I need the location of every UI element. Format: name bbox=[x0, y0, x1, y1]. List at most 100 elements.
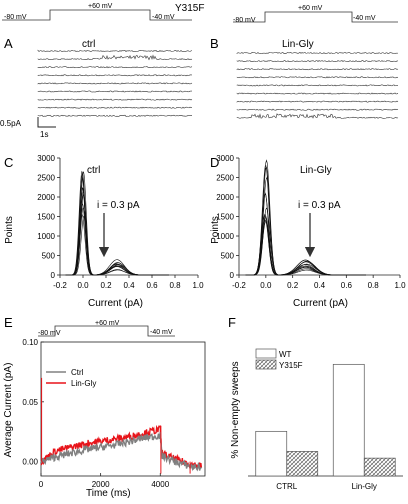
panel-e-ylabel: Average Current (pA) bbox=[3, 363, 14, 458]
protocol-diagram-e: -80 mV +60 mV -40 mV bbox=[38, 320, 175, 337]
legend-swatch bbox=[255, 359, 277, 370]
protocol-v3-label-b: -40 mV bbox=[353, 15, 376, 22]
sweep-trace bbox=[236, 108, 399, 111]
sweep-trace bbox=[37, 66, 193, 69]
panel-a-scale-bar: 0.5pA 1s bbox=[0, 117, 56, 139]
panel-e-chart: 0.00 0.05 0.10 0 2000 4000 Ctrl Lin-Gly bbox=[22, 338, 206, 489]
protocol-e-v3-label: -40 mV bbox=[150, 329, 173, 336]
x-tick-label: 0.8 bbox=[368, 281, 380, 290]
protocol-diagram-right: -80 mV +60 mV -40 mV bbox=[233, 5, 398, 24]
x-tick-label: 0.4 bbox=[314, 281, 326, 290]
panel-label-c: C bbox=[4, 155, 13, 170]
y-tick-label: 500 bbox=[221, 252, 235, 261]
x-tick-label: 0.0 bbox=[77, 281, 89, 290]
histogram-curve bbox=[245, 167, 366, 276]
figure-title: Y315F bbox=[175, 3, 204, 14]
protocol-v1-label: -80 mV bbox=[4, 14, 27, 21]
panel-b-sweeps bbox=[236, 52, 399, 119]
category-label: CTRL bbox=[276, 482, 297, 491]
sweep-trace bbox=[236, 68, 399, 71]
sweep-trace bbox=[37, 98, 193, 101]
sweep-trace bbox=[37, 54, 193, 61]
y-tick-label: 500 bbox=[42, 252, 56, 261]
legend-label: Ctrl bbox=[71, 368, 84, 377]
panel-c-ylabel: Points bbox=[4, 216, 15, 244]
sweep-trace bbox=[236, 113, 399, 119]
scale-current-label: 0.5pA bbox=[0, 119, 22, 128]
sweep-trace bbox=[37, 90, 193, 93]
panel-d-annotation: i = 0.3 pA bbox=[298, 200, 341, 211]
x-tick-label: 0.2 bbox=[287, 281, 299, 290]
sweep-trace bbox=[236, 84, 399, 87]
sweep-trace bbox=[236, 60, 399, 63]
plot-frame bbox=[40, 341, 206, 477]
panel-d-xlabel: Current (pA) bbox=[293, 298, 348, 309]
y-tick-label: 2000 bbox=[216, 193, 234, 202]
y-tick-label: 2000 bbox=[37, 193, 55, 202]
x-tick-label: 0.8 bbox=[169, 281, 181, 290]
protocol-v1-label-b: -80 mV bbox=[233, 17, 256, 24]
x-tick-label: 1.0 bbox=[192, 281, 204, 290]
panel-f-ylabel: % Non-empty sweeps bbox=[230, 361, 241, 458]
histogram-curve bbox=[65, 186, 169, 276]
protocol-e-v1-label: -80 mV bbox=[38, 330, 61, 337]
x-tick-label: -0.2 bbox=[53, 281, 67, 290]
y-tick-label: 2500 bbox=[37, 174, 55, 183]
series-ctrl-line bbox=[40, 431, 203, 472]
panel-a-title: ctrl bbox=[82, 39, 95, 50]
y-tick-label: 2500 bbox=[216, 174, 234, 183]
bar-wt-lin-gly bbox=[332, 363, 365, 477]
x-tick-label: -0.2 bbox=[232, 281, 246, 290]
y-tick-label: 0 bbox=[230, 271, 235, 280]
scale-time-label: 1s bbox=[40, 130, 48, 139]
y-tick-label: 1500 bbox=[37, 213, 55, 222]
panel-c-histogram: 0 500 1000 1500 2000 2500 3000 -0.2 0.0 0.2 0.4 0.6… bbox=[37, 154, 204, 290]
panel-label-d: D bbox=[210, 155, 219, 170]
x-tick-label: 0.2 bbox=[100, 281, 112, 290]
legend-label: Lin-Gly bbox=[71, 379, 96, 388]
y-tick-label: 0.00 bbox=[22, 458, 38, 467]
y-tick-label: 0.05 bbox=[22, 398, 38, 407]
panel-e-xlabel: Time (ms) bbox=[86, 488, 131, 499]
panel-c-xlabel: Current (pA) bbox=[88, 298, 143, 309]
panel-label-b: B bbox=[210, 36, 219, 51]
panel-b-title: Lin-Gly bbox=[282, 39, 314, 50]
x-tick-label: 0 bbox=[39, 480, 44, 489]
panel-a-sweeps bbox=[37, 49, 193, 117]
legend-swatch bbox=[255, 348, 277, 359]
panel-c-annotation: i = 0.3 pA bbox=[97, 200, 140, 211]
x-tick-label: 2000 bbox=[92, 480, 110, 489]
y-tick-label: 0.10 bbox=[22, 338, 38, 347]
panel-label-a: A bbox=[4, 36, 13, 51]
protocol-v2-label: +60 mV bbox=[88, 3, 113, 10]
legend-label: WT bbox=[279, 350, 292, 359]
y-tick-label: 0 bbox=[51, 271, 56, 280]
panel-c-title: ctrl bbox=[87, 165, 100, 176]
category-label: Lin-Gly bbox=[352, 482, 377, 491]
y-tick-label: 3000 bbox=[37, 154, 55, 163]
panel-d-title: Lin-Gly bbox=[300, 165, 332, 176]
sweep-trace bbox=[37, 106, 193, 109]
y-tick-label: 1000 bbox=[216, 232, 234, 241]
sweep-trace bbox=[236, 76, 399, 79]
sweep-trace bbox=[37, 114, 193, 117]
protocol-e-v2-label: +60 mV bbox=[95, 320, 120, 327]
sweep-trace bbox=[236, 100, 399, 103]
y-tick-label: 1000 bbox=[37, 232, 55, 241]
panel-label-e: E bbox=[4, 315, 13, 330]
panel-d-histogram: 0 500 1000 1500 2000 2500 3000 -0.2 0.0 0.2 0.4 0.6… bbox=[216, 154, 406, 290]
x-tick-label: 0.0 bbox=[260, 281, 272, 290]
panel-d-ylabel: Points bbox=[210, 216, 221, 244]
x-tick-label: 1.0 bbox=[394, 281, 406, 290]
legend-label: Y315F bbox=[279, 361, 303, 370]
panel-f-chart: CTRL Lin-Gly WT Y315F bbox=[248, 348, 403, 491]
sweep-trace bbox=[236, 92, 399, 95]
y-tick-label: 1500 bbox=[216, 213, 234, 222]
bar-wt-ctrl bbox=[255, 430, 288, 477]
bar-y315f-ctrl bbox=[286, 451, 319, 477]
x-tick-label: 4000 bbox=[151, 480, 169, 489]
x-tick-label: 0.6 bbox=[146, 281, 158, 290]
sweep-trace bbox=[37, 82, 193, 85]
protocol-diagram-left: -80 mV +60 mV -40 mV bbox=[2, 3, 192, 21]
